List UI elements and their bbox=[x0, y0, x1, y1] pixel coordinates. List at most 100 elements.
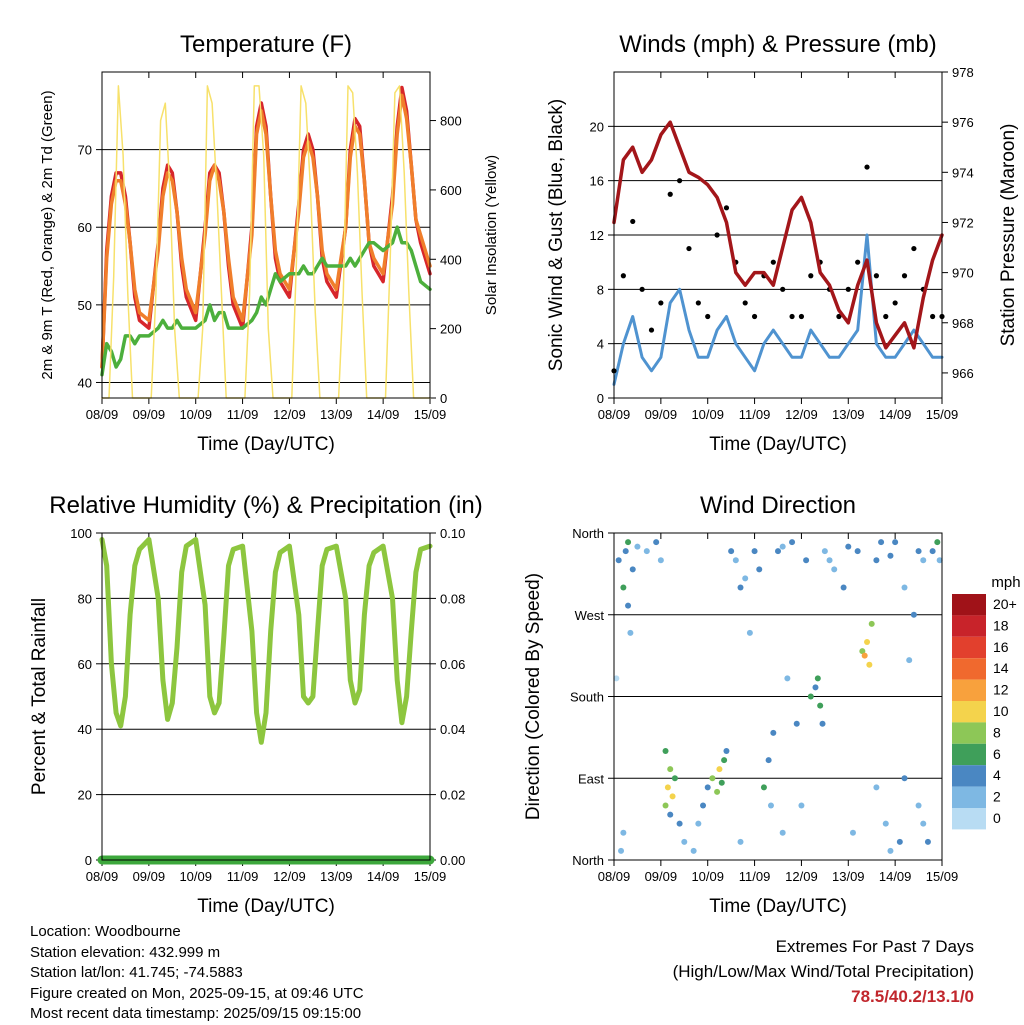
y-tick-label: 100 bbox=[70, 526, 92, 541]
gust-point bbox=[639, 286, 645, 292]
y-tick-label: South bbox=[570, 690, 604, 705]
y-tick-label: North bbox=[572, 853, 604, 868]
gust-point bbox=[630, 218, 636, 225]
wind-direction-point bbox=[859, 648, 866, 655]
wind-direction-point bbox=[671, 775, 678, 782]
colorbar-label: 8 bbox=[993, 724, 1001, 740]
gust-point bbox=[742, 300, 748, 306]
wind-speed-colorbar: mph 20+ 18 16 14 12 10 8 6 4 2 0 bbox=[952, 574, 1021, 830]
wind-direction-point bbox=[742, 575, 749, 582]
wind-direction-point bbox=[718, 779, 725, 786]
x-tick-label: 12/09 bbox=[273, 869, 306, 884]
wind-direction-point bbox=[681, 838, 688, 845]
wind-direction-point bbox=[667, 766, 674, 773]
x-tick-label: 15/09 bbox=[926, 869, 959, 884]
y-tick-label: 70 bbox=[78, 143, 92, 158]
gust-point bbox=[798, 313, 805, 320]
y-tick-label: North bbox=[572, 526, 604, 541]
wind-direction-point bbox=[840, 584, 847, 591]
y-axis-label: Sonic Wind & Gust (Blue, Black) bbox=[546, 99, 567, 371]
y-tick-label: 12 bbox=[590, 228, 604, 243]
x-tick-label: 11/09 bbox=[739, 407, 771, 422]
wind-direction-point bbox=[854, 548, 861, 555]
y-right-tick-label: 400 bbox=[440, 252, 462, 267]
wind-direction-point bbox=[873, 784, 880, 791]
y-tick-label: 16 bbox=[590, 174, 604, 189]
wind-direction-point bbox=[643, 548, 650, 555]
x-axis-label: Time (Day/UTC) bbox=[709, 896, 847, 917]
wind-direction-point bbox=[728, 548, 735, 555]
gust-point bbox=[770, 259, 776, 265]
extremes-box: Extremes For Past 7 Days (High/Low/Max W… bbox=[673, 934, 974, 1009]
panel-title: Temperature (F) bbox=[180, 31, 352, 58]
y-right-tick-label: 200 bbox=[440, 322, 462, 337]
colorbar-swatch bbox=[952, 679, 986, 701]
wind-direction-point bbox=[669, 793, 676, 800]
x-tick-label: 08/09 bbox=[86, 407, 119, 422]
colorbar-title: mph bbox=[991, 574, 1020, 591]
x-tick-label: 09/09 bbox=[645, 869, 678, 884]
y-right-tick-label: 972 bbox=[952, 215, 974, 230]
humidity-precip-panel: 0 20 40 60 80 100 0.00 0.02 0.04 0.06 0.08 0.10 08/0… bbox=[29, 492, 483, 917]
wind-direction-point bbox=[627, 629, 634, 636]
colorbar-swatch bbox=[952, 615, 986, 637]
x-tick-label: 11/09 bbox=[227, 869, 259, 884]
wind-direction-point bbox=[765, 757, 772, 764]
wind-direction-point bbox=[934, 539, 941, 546]
wind-direction-point bbox=[861, 652, 868, 659]
wind-direction-point bbox=[793, 720, 800, 727]
y-tick-label: 50 bbox=[78, 298, 92, 313]
plot-frame bbox=[101, 532, 431, 861]
station-pressure-line bbox=[612, 120, 944, 350]
plot-frame bbox=[613, 71, 943, 399]
wind-direction-point bbox=[929, 548, 936, 555]
x-tick-label: 10/09 bbox=[691, 407, 724, 422]
colorbar-label: 6 bbox=[993, 746, 1001, 762]
wind-direction-point bbox=[882, 820, 889, 827]
extremes-title: Extremes For Past 7 Days bbox=[775, 937, 974, 956]
gust-point bbox=[751, 313, 758, 320]
panel-title: Wind Direction bbox=[700, 492, 856, 519]
wind-direction-point bbox=[915, 548, 922, 555]
y-tick-label: 0 bbox=[85, 853, 92, 868]
wind-direction-point bbox=[620, 584, 627, 591]
wind-direction-point bbox=[924, 838, 931, 845]
gust-point bbox=[864, 164, 870, 170]
y-tick-label: 60 bbox=[78, 220, 92, 235]
y-right-tick-label: 0.04 bbox=[440, 722, 465, 737]
gust-point bbox=[930, 313, 936, 320]
wind-direction-point bbox=[866, 661, 873, 668]
wind-direction-point bbox=[887, 552, 894, 559]
wind-direction-point bbox=[814, 675, 821, 682]
y-right-tick-label: 0.06 bbox=[440, 657, 465, 672]
y-right-axis-label: Station Pressure (Maroon) bbox=[998, 124, 1019, 347]
latlon-text: Station lat/lon: 41.745; -74.5883 bbox=[30, 964, 243, 981]
9m-t-line bbox=[100, 93, 432, 369]
x-tick-label: 08/09 bbox=[86, 869, 119, 884]
y-right-tick-label: 0 bbox=[440, 391, 447, 406]
y-tick-label: 40 bbox=[78, 375, 92, 390]
panel-title: Winds (mph) & Pressure (mb) bbox=[619, 31, 936, 58]
y-right-tick-label: 966 bbox=[952, 366, 974, 381]
gust-point bbox=[845, 286, 851, 292]
wind-direction-point bbox=[634, 543, 641, 550]
wind-direction-point bbox=[873, 557, 880, 564]
wind-direction-point bbox=[936, 557, 943, 564]
x-tick-label: 08/09 bbox=[598, 869, 631, 884]
wind-direction-point bbox=[704, 784, 711, 791]
wind-direction-point bbox=[732, 557, 739, 564]
y-tick-label: 4 bbox=[597, 337, 604, 352]
y-right-tick-label: 800 bbox=[440, 114, 462, 129]
y-axis-label: 2m & 9m T (Red, Orange) & 2m Td (Green) bbox=[39, 90, 56, 379]
y-tick-label: West bbox=[575, 608, 605, 623]
sonic-wind-line bbox=[612, 233, 944, 386]
x-tick-label: 11/09 bbox=[739, 869, 771, 884]
gust-point bbox=[855, 259, 861, 265]
wind-direction-point bbox=[760, 784, 767, 791]
gust-point bbox=[901, 273, 908, 279]
x-tick-label: 13/09 bbox=[320, 869, 353, 884]
gust-point bbox=[892, 300, 898, 306]
x-tick-label: 09/09 bbox=[133, 407, 166, 422]
